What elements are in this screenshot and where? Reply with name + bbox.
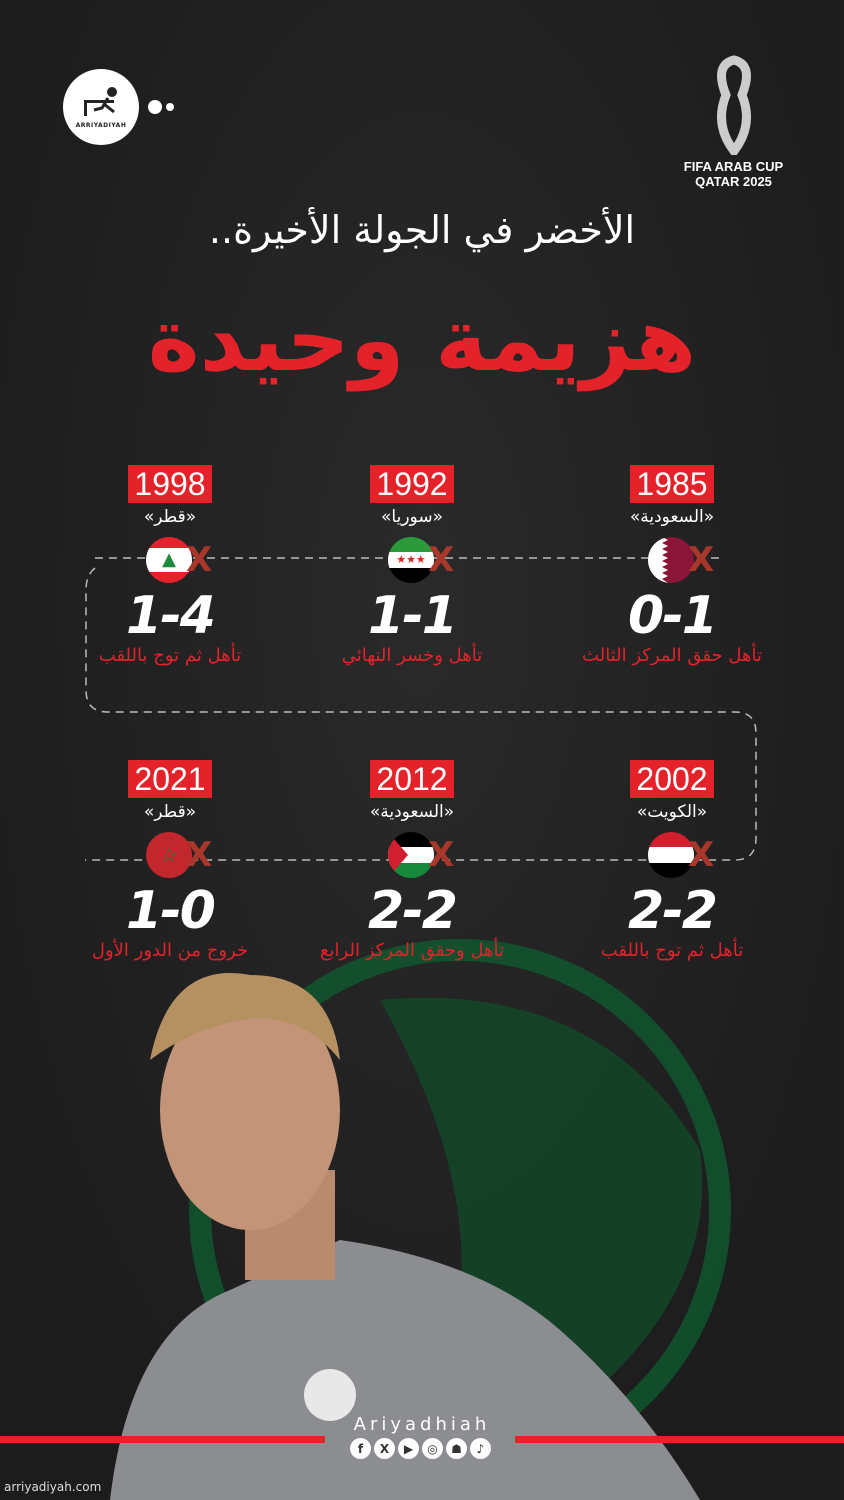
versus-x-icon: X bbox=[428, 540, 455, 580]
x-icon[interactable]: X bbox=[374, 1438, 395, 1459]
host-country: «قطر» bbox=[143, 507, 197, 527]
score: 2-2 bbox=[628, 881, 718, 941]
social-icons: f X ▶ ◎ ☗ ♪ bbox=[350, 1438, 491, 1459]
tournament-result: تأهل حقق المركز الثالث bbox=[582, 645, 762, 666]
score: 2-2 bbox=[368, 881, 458, 941]
host-country: «سوريا» bbox=[381, 507, 443, 527]
youtube-icon[interactable]: ▶ bbox=[398, 1438, 419, 1459]
red-divider-right bbox=[515, 1436, 844, 1443]
tournament-result: تأهل ثم توج باللقب bbox=[98, 645, 242, 666]
coach-photo bbox=[110, 973, 700, 1500]
morocco-flag: ☆ bbox=[146, 832, 192, 878]
tournament-result: تأهل وخسر النهائي bbox=[341, 645, 483, 666]
tournament-result: تأهل ثم توج باللقب bbox=[600, 940, 744, 961]
score: 1-1 bbox=[368, 586, 458, 646]
fifa-arab-cup-logo: FIFA ARAB CUP QATAR 2025 bbox=[676, 55, 791, 189]
score: 0-1 bbox=[628, 586, 718, 646]
runner-desk-icon bbox=[84, 86, 117, 116]
syria-flag: ★★★ bbox=[388, 537, 434, 583]
headline: هزيمة وحيدة bbox=[147, 288, 697, 391]
match-card: 1985 «السعودية» X 0-1 تأهل حقق المركز ال… bbox=[552, 465, 792, 666]
facebook-icon[interactable]: f bbox=[350, 1438, 371, 1459]
year-badge: 2002 bbox=[630, 760, 714, 798]
host-country: «قطر» bbox=[143, 802, 197, 822]
versus-x-icon: X bbox=[186, 835, 213, 875]
tiktok-icon[interactable]: ♪ bbox=[470, 1438, 491, 1459]
snapchat-icon[interactable]: ☗ bbox=[446, 1438, 467, 1459]
match-card: 1992 «سوريا» ★★★ X 1-1 تأهل وخسر النهائي bbox=[292, 465, 532, 666]
tournament-result: تأهل وحقق المركز الرابع bbox=[319, 940, 505, 961]
instagram-icon[interactable]: ◎ bbox=[422, 1438, 443, 1459]
qatar-flag bbox=[648, 537, 694, 583]
footer-brand: Ariyadhiah bbox=[353, 1414, 491, 1435]
website-url[interactable]: arriyadiyah.com bbox=[4, 1480, 102, 1494]
year-badge: 1998 bbox=[128, 465, 212, 503]
jersey-badge bbox=[304, 1369, 356, 1421]
versus-x-icon: X bbox=[428, 835, 455, 875]
tournament-result: خروج من الدور الأول bbox=[91, 940, 249, 961]
versus-x-icon: X bbox=[186, 540, 213, 580]
year-badge: 1985 bbox=[630, 465, 714, 503]
versus-x-icon: X bbox=[688, 835, 715, 875]
logo-dots bbox=[148, 100, 174, 114]
red-divider-left bbox=[0, 1436, 325, 1443]
match-card: 2012 «السعودية» X 2-2 تأهل وحقق المركز ا… bbox=[292, 760, 532, 961]
score: 1-4 bbox=[126, 586, 216, 646]
host-country: «السعودية» bbox=[369, 802, 455, 822]
yemen-flag bbox=[648, 832, 694, 878]
palestine-flag bbox=[388, 832, 434, 878]
arriyadiyah-logo: ARRIYADIYAH bbox=[63, 69, 139, 145]
year-badge: 2021 bbox=[128, 760, 212, 798]
match-card: 2002 «الكويت» X 2-2 تأهل ثم توج باللقب bbox=[552, 760, 792, 961]
match-card: 2021 «قطر» ☆ X 1-0 خروج من الدور الأول bbox=[50, 760, 290, 961]
year-badge: 1992 bbox=[370, 465, 454, 503]
host-country: «السعودية» bbox=[629, 507, 715, 527]
versus-x-icon: X bbox=[688, 540, 715, 580]
score: 1-0 bbox=[126, 881, 216, 941]
match-card: 1998 «قطر» ▲ X 1-4 تأهل ثم توج باللقب bbox=[50, 465, 290, 666]
subtitle: الأخضر في الجولة الأخيرة.. bbox=[208, 208, 636, 252]
year-badge: 2012 bbox=[370, 760, 454, 798]
host-country: «الكويت» bbox=[636, 802, 708, 822]
trophy-emblem-icon bbox=[716, 55, 751, 159]
lebanon-flag: ▲ bbox=[146, 537, 192, 583]
